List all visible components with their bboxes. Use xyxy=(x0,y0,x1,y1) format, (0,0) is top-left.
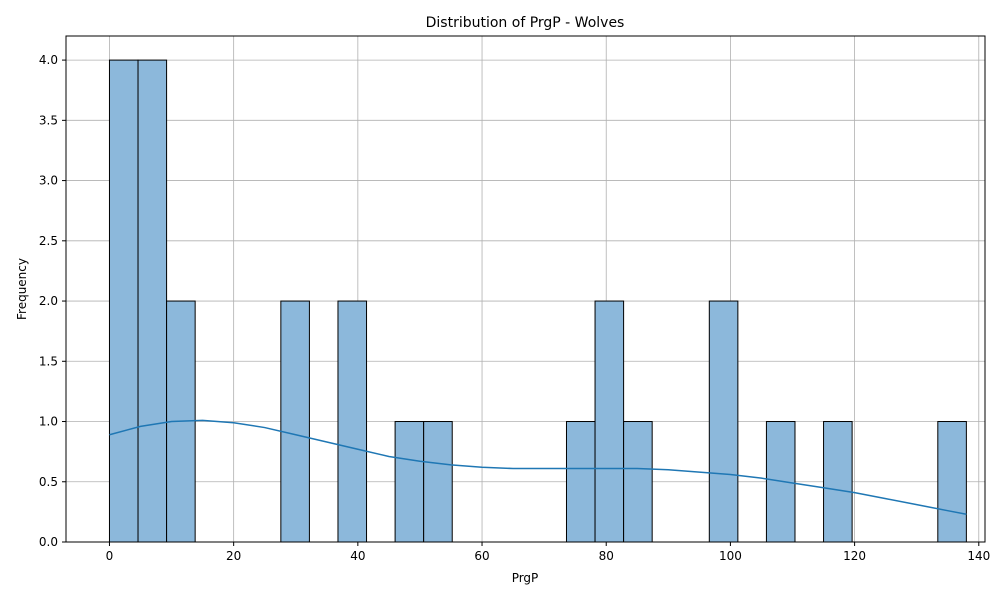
x-tick-label-2: 40 xyxy=(350,549,365,563)
chart-title: Distribution of PrgP - Wolves xyxy=(426,15,625,31)
histogram-bar-0 xyxy=(108,59,139,543)
y-axis-ticks: 0.0 0.5 1.0 1.5 2.0 2.5 3.0 3.5 4.0 xyxy=(39,53,66,549)
histogram-bar-6 xyxy=(423,421,453,543)
histogram-bar-12 xyxy=(823,421,853,543)
histogram-bar-9 xyxy=(623,421,653,543)
y-tick-label-3: 1.5 xyxy=(39,354,58,368)
y-tick-label-5: 2.5 xyxy=(39,234,58,248)
histogram-bar-8 xyxy=(594,300,625,543)
x-axis-ticks: 0 20 40 60 80 100 120 140 xyxy=(106,542,990,563)
histogram-bar-1 xyxy=(137,59,168,543)
y-tick-label-0: 0.0 xyxy=(39,535,58,549)
y-tick-label-8: 4.0 xyxy=(39,53,58,67)
x-tick-label-4: 80 xyxy=(599,549,614,563)
x-tick-label-1: 20 xyxy=(226,549,241,563)
y-tick-label-6: 3.0 xyxy=(39,174,58,188)
histogram-bar-10 xyxy=(708,300,739,543)
histogram-bar-5 xyxy=(394,421,425,543)
x-tick-label-6: 120 xyxy=(843,549,866,563)
histogram-bar-3 xyxy=(280,300,310,543)
histogram-bar-4 xyxy=(337,300,368,543)
x-axis-label: PrgP xyxy=(512,571,539,585)
histogram-bar-13 xyxy=(937,421,967,543)
y-axis-label: Frequency xyxy=(15,258,29,320)
histogram-bar-7 xyxy=(565,421,596,543)
bars xyxy=(108,59,967,543)
y-tick-label-1: 0.5 xyxy=(39,475,58,489)
x-tick-label-5: 100 xyxy=(719,549,742,563)
y-tick-label-7: 3.5 xyxy=(39,113,58,127)
y-tick-label-4: 2.0 xyxy=(39,294,58,308)
y-tick-label-2: 1.0 xyxy=(39,415,58,429)
x-tick-label-3: 60 xyxy=(474,549,489,563)
plot-frame xyxy=(65,35,986,543)
x-tick-label-7: 140 xyxy=(967,549,990,563)
kde-line xyxy=(109,419,967,516)
x-tick-label-0: 0 xyxy=(106,549,114,563)
